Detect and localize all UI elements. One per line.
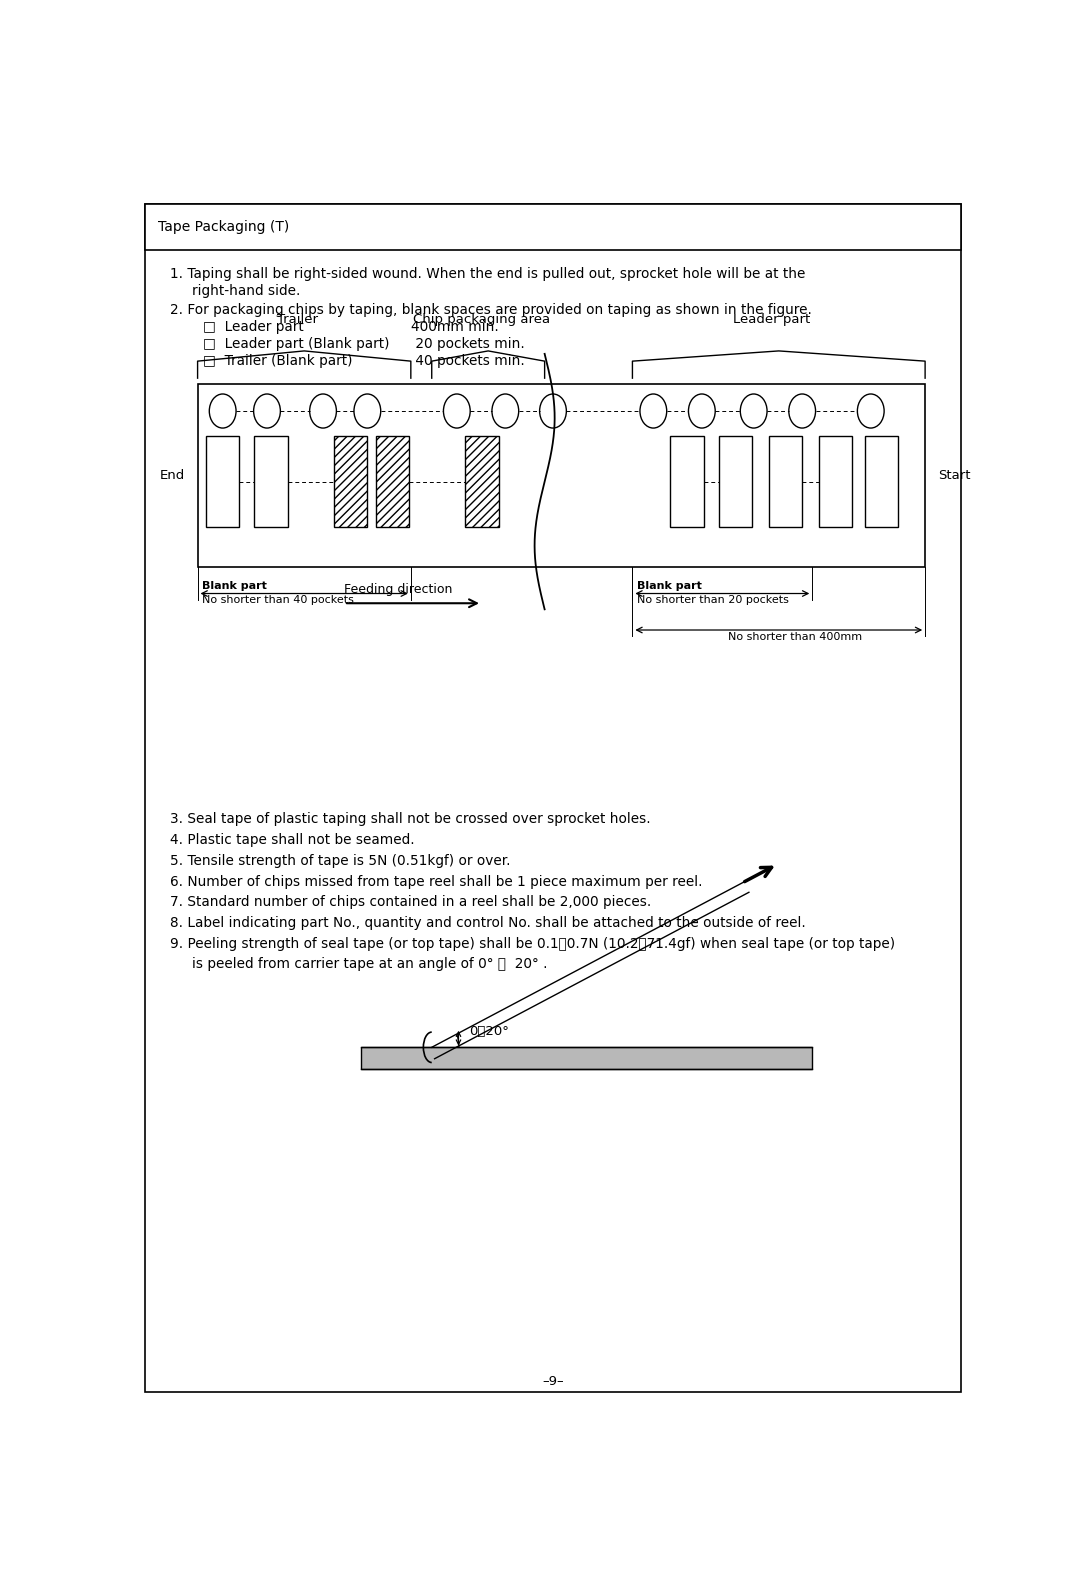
Bar xyxy=(719,436,752,528)
Ellipse shape xyxy=(209,393,236,428)
Bar xyxy=(206,436,240,528)
Text: 9. Peeling strength of seal tape (or top tape) shall be 0.1～0.7N (10.2～71.4gf) w: 9. Peeling strength of seal tape (or top… xyxy=(170,937,896,951)
Text: 4. Plastic tape shall not be seamed.: 4. Plastic tape shall not be seamed. xyxy=(170,833,414,847)
Text: Trailer: Trailer xyxy=(277,313,318,325)
Text: Blank part: Blank part xyxy=(202,581,267,591)
Text: 7. Standard number of chips contained in a reel shall be 2,000 pieces.: 7. Standard number of chips contained in… xyxy=(170,896,652,908)
Text: right-hand side.: right-hand side. xyxy=(192,284,300,299)
Text: 400mm min.: 400mm min. xyxy=(411,319,498,333)
Text: No shorter than 20 pockets: No shorter than 20 pockets xyxy=(637,594,789,605)
Text: 1. Taping shall be right-sided wound. When the end is pulled out, sprocket hole : 1. Taping shall be right-sided wound. Wh… xyxy=(170,267,805,281)
Text: Start: Start xyxy=(938,469,970,482)
Bar xyxy=(255,436,288,528)
Bar xyxy=(360,1048,812,1070)
Text: Leader part: Leader part xyxy=(734,313,810,325)
Ellipse shape xyxy=(789,393,816,428)
Bar xyxy=(375,436,409,528)
Text: is peeled from carrier tape at an angle of 0° ～  20° .: is peeled from carrier tape at an angle … xyxy=(192,957,547,972)
Bar xyxy=(670,436,704,528)
Text: □  Trailer (Blank part): □ Trailer (Blank part) xyxy=(204,354,353,368)
Text: No shorter than 400mm: No shorter than 400mm xyxy=(728,632,862,643)
Text: 5. Tensile strength of tape is 5N (0.51kgf) or over.: 5. Tensile strength of tape is 5N (0.51k… xyxy=(170,853,510,867)
Ellipse shape xyxy=(443,393,470,428)
Text: 6. Number of chips missed from tape reel shall be 1 piece maximum per reel.: 6. Number of chips missed from tape reel… xyxy=(170,875,702,888)
Bar xyxy=(865,436,899,528)
Bar xyxy=(197,384,925,567)
Text: 8. Label indicating part No., quantity and control No. shall be attached to the : 8. Label indicating part No., quantity a… xyxy=(170,916,806,931)
Ellipse shape xyxy=(354,393,381,428)
Ellipse shape xyxy=(740,393,767,428)
Ellipse shape xyxy=(254,393,281,428)
Text: 3. Seal tape of plastic taping shall not be crossed over sprocket holes.: 3. Seal tape of plastic taping shall not… xyxy=(170,812,651,826)
Text: Blank part: Blank part xyxy=(637,581,701,591)
Text: Feeding direction: Feeding direction xyxy=(344,583,452,596)
Bar xyxy=(819,436,852,528)
Bar xyxy=(333,436,367,528)
Text: 2. For packaging chips by taping, blank spaces are provided on taping as shown i: 2. For packaging chips by taping, blank … xyxy=(170,303,811,316)
Text: Tape Packaging (T): Tape Packaging (T) xyxy=(159,220,289,234)
Text: 40 pockets min.: 40 pockets min. xyxy=(411,354,524,368)
Text: □  Leader part: □ Leader part xyxy=(204,319,304,333)
Text: No shorter than 40 pockets: No shorter than 40 pockets xyxy=(202,594,354,605)
Text: 0～20°: 0～20° xyxy=(469,1025,509,1038)
Ellipse shape xyxy=(858,393,884,428)
Text: 20 pockets min.: 20 pockets min. xyxy=(411,337,524,351)
Bar xyxy=(465,436,498,528)
Text: –9–: –9– xyxy=(542,1375,564,1389)
Bar xyxy=(768,436,802,528)
Ellipse shape xyxy=(688,393,715,428)
Text: □  Leader part (Blank part): □ Leader part (Blank part) xyxy=(204,337,390,351)
Ellipse shape xyxy=(310,393,337,428)
Bar xyxy=(145,204,961,250)
Ellipse shape xyxy=(540,393,566,428)
Text: End: End xyxy=(160,469,186,482)
Ellipse shape xyxy=(492,393,519,428)
Text: Chip packaging area: Chip packaging area xyxy=(413,313,550,325)
Ellipse shape xyxy=(640,393,667,428)
